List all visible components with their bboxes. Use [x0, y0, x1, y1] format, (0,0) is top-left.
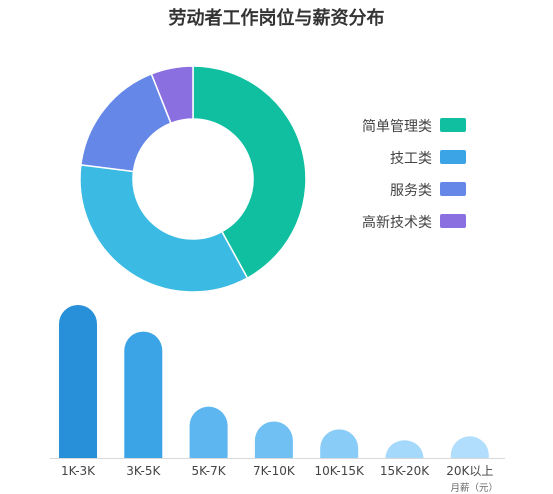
donut-slice-高新技术类 [150, 65, 194, 125]
legend-label-简单管理类: 简单管理类 [362, 118, 432, 135]
legend-label-服务类: 服务类 [390, 183, 432, 199]
bar-1k-3k [59, 304, 97, 458]
legend-label-高新技术类: 高新技术类 [362, 214, 432, 231]
legend-swatch-高新技术类 [440, 214, 466, 228]
x-tick-label-15k-20k: 15K-20K [380, 464, 430, 478]
x-axis-label: 月薪（元） [450, 482, 498, 494]
x-tick-label-20k以上: 20K以上 [446, 464, 493, 478]
legend-swatch-技工类 [440, 150, 466, 164]
x-tick-label-5k-7k: 5K-7K [192, 464, 227, 478]
bar-10k-15k [320, 429, 359, 458]
x-tick-label-7k-10k: 7K-10K [253, 464, 296, 478]
donut-slice-简单管理类 [192, 65, 307, 280]
legend-label-技工类: 技工类 [390, 151, 432, 167]
x-tick-label-3k-5k: 3K-5K [126, 464, 161, 478]
donut-slice-技工类 [79, 163, 249, 293]
bar-7k-10k [254, 421, 293, 458]
legend-swatch-服务类 [440, 182, 466, 196]
bar-15k-20k [385, 440, 424, 458]
bar-5k-7k [189, 406, 228, 458]
bar-20k以上 [450, 436, 489, 458]
x-tick-label-10k-15k: 10K-15K [315, 464, 365, 478]
legend-swatch-简单管理类 [440, 118, 466, 132]
bar-3k-5k [124, 331, 163, 458]
x-tick-label-1k-3k: 1K-3K [61, 464, 96, 478]
chart-title: 劳动者工作岗位与薪资分布 [168, 8, 385, 29]
